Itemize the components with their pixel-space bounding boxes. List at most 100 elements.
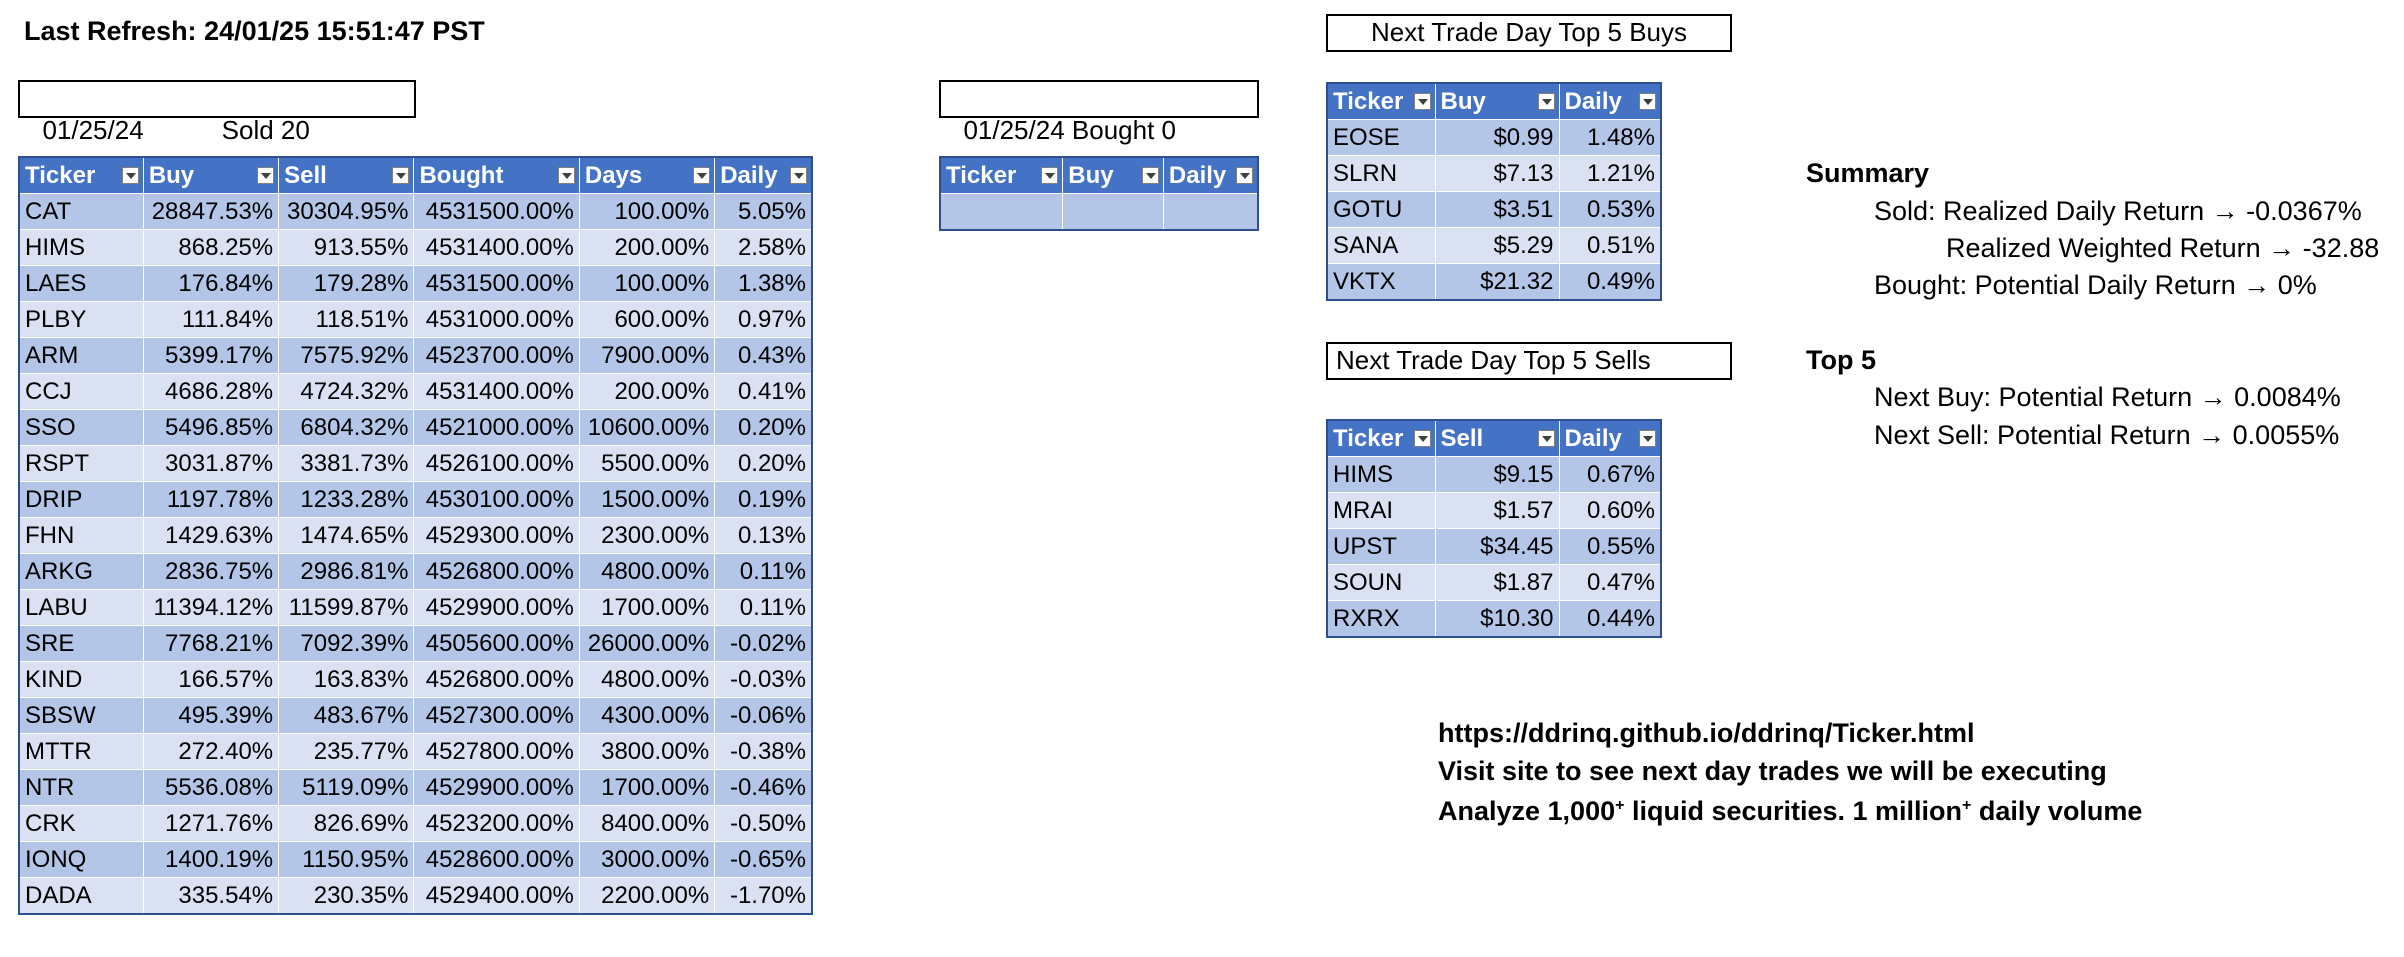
table-cell[interactable]: CRK: [19, 805, 144, 842]
table-cell[interactable]: 2200.00%: [579, 877, 716, 914]
table-cell[interactable]: 200.00%: [579, 229, 716, 266]
table-cell[interactable]: 335.54%: [143, 877, 280, 914]
table-cell[interactable]: 0.49%: [1559, 263, 1662, 300]
table-cell[interactable]: 4523200.00%: [413, 805, 580, 842]
table-cell[interactable]: 0.11%: [714, 553, 813, 590]
table-cell[interactable]: -0.38%: [714, 733, 813, 770]
filter-dropdown-icon[interactable]: [1413, 93, 1431, 110]
table-cell[interactable]: HIMS: [19, 229, 144, 266]
table-cell[interactable]: 0.60%: [1559, 492, 1662, 529]
table-cell[interactable]: KIND: [19, 661, 144, 698]
table-cell[interactable]: -0.06%: [714, 697, 813, 734]
table-cell[interactable]: $7.13: [1435, 155, 1560, 192]
table-cell[interactable]: LAES: [19, 265, 144, 302]
table-cell[interactable]: 0.19%: [714, 481, 813, 518]
table-cell[interactable]: 179.28%: [278, 265, 415, 302]
table-cell[interactable]: 1271.76%: [143, 805, 280, 842]
filter-dropdown-icon[interactable]: [1639, 93, 1656, 110]
table-cell[interactable]: 4529300.00%: [413, 517, 580, 554]
table-cell[interactable]: SANA: [1327, 227, 1436, 264]
filter-dropdown-icon[interactable]: [1413, 430, 1431, 447]
table-cell[interactable]: 200.00%: [579, 373, 716, 410]
table-cell[interactable]: 0.44%: [1559, 600, 1662, 637]
table-cell[interactable]: 230.35%: [278, 877, 415, 914]
table-cell[interactable]: RSPT: [19, 445, 144, 482]
table-cell[interactable]: 3800.00%: [579, 733, 716, 770]
table-cell[interactable]: 8400.00%: [579, 805, 716, 842]
table-cell[interactable]: -0.50%: [714, 805, 813, 842]
table-cell[interactable]: MTTR: [19, 733, 144, 770]
site-url[interactable]: https://ddrinq.github.io/ddrinq/Ticker.h…: [1438, 718, 1975, 748]
table-cell[interactable]: 4300.00%: [579, 697, 716, 734]
table-cell[interactable]: GOTU: [1327, 191, 1436, 228]
table-cell[interactable]: 4526800.00%: [413, 553, 580, 590]
filter-dropdown-icon[interactable]: [257, 167, 275, 184]
table-cell[interactable]: -0.65%: [714, 841, 813, 878]
table-cell[interactable]: 272.40%: [143, 733, 280, 770]
table-cell[interactable]: DRIP: [19, 481, 144, 518]
table-cell[interactable]: 10600.00%: [579, 409, 716, 446]
table-cell[interactable]: 1429.63%: [143, 517, 280, 554]
table-cell[interactable]: 4529900.00%: [413, 589, 580, 626]
table-cell[interactable]: 30304.95%: [278, 193, 415, 230]
table-cell[interactable]: 0.55%: [1559, 528, 1662, 565]
table-cell[interactable]: 111.84%: [143, 301, 280, 338]
table-cell[interactable]: 2.58%: [714, 229, 813, 266]
filter-dropdown-icon[interactable]: [1041, 167, 1059, 184]
table-cell[interactable]: 0.97%: [714, 301, 813, 338]
table-cell[interactable]: 0.11%: [714, 589, 813, 626]
table-cell[interactable]: 0.20%: [714, 445, 813, 482]
table-cell[interactable]: 3381.73%: [278, 445, 415, 482]
filter-dropdown-icon[interactable]: [392, 167, 410, 184]
table-cell[interactable]: 4531500.00%: [413, 265, 580, 302]
table-cell[interactable]: 4724.32%: [278, 373, 415, 410]
table-cell[interactable]: 176.84%: [143, 265, 280, 302]
table-cell[interactable]: 5496.85%: [143, 409, 280, 446]
table-cell[interactable]: 0.43%: [714, 337, 813, 374]
table-cell[interactable]: [1163, 193, 1259, 230]
table-cell[interactable]: 5399.17%: [143, 337, 280, 374]
table-cell[interactable]: 4531500.00%: [413, 193, 580, 230]
table-cell[interactable]: 5500.00%: [579, 445, 716, 482]
table-cell[interactable]: 913.55%: [278, 229, 415, 266]
table-cell[interactable]: MRAI: [1327, 492, 1436, 529]
table-cell[interactable]: 5.05%: [714, 193, 813, 230]
table-cell[interactable]: 0.53%: [1559, 191, 1662, 228]
table-cell[interactable]: 0.67%: [1559, 456, 1662, 493]
filter-dropdown-icon[interactable]: [1639, 430, 1656, 447]
table-cell[interactable]: $5.29: [1435, 227, 1560, 264]
table-cell[interactable]: 4527300.00%: [413, 697, 580, 734]
table-cell[interactable]: -0.02%: [714, 625, 813, 662]
table-cell[interactable]: $10.30: [1435, 600, 1560, 637]
table-cell[interactable]: $1.57: [1435, 492, 1560, 529]
table-cell[interactable]: 235.77%: [278, 733, 415, 770]
filter-dropdown-icon[interactable]: [693, 167, 711, 184]
table-cell[interactable]: 826.69%: [278, 805, 415, 842]
table-cell[interactable]: 2986.81%: [278, 553, 415, 590]
table-cell[interactable]: 11599.87%: [278, 589, 415, 626]
table-cell[interactable]: 1233.28%: [278, 481, 415, 518]
filter-dropdown-icon[interactable]: [1537, 93, 1555, 110]
table-cell[interactable]: 166.57%: [143, 661, 280, 698]
table-cell[interactable]: 1400.19%: [143, 841, 280, 878]
table-cell[interactable]: 495.39%: [143, 697, 280, 734]
filter-dropdown-icon[interactable]: [1537, 430, 1555, 447]
table-cell[interactable]: $1.87: [1435, 564, 1560, 601]
filter-dropdown-icon[interactable]: [121, 167, 139, 184]
table-cell[interactable]: 4528600.00%: [413, 841, 580, 878]
table-cell[interactable]: 100.00%: [579, 193, 716, 230]
table-cell[interactable]: 0.51%: [1559, 227, 1662, 264]
table-cell[interactable]: VKTX: [1327, 263, 1436, 300]
table-cell[interactable]: 118.51%: [278, 301, 415, 338]
filter-dropdown-icon[interactable]: [1141, 167, 1159, 184]
table-cell[interactable]: 1700.00%: [579, 769, 716, 806]
table-cell[interactable]: 163.83%: [278, 661, 415, 698]
table-cell[interactable]: 4531400.00%: [413, 229, 580, 266]
table-cell[interactable]: 0.13%: [714, 517, 813, 554]
table-cell[interactable]: 1150.95%: [278, 841, 415, 878]
table-cell[interactable]: $0.99: [1435, 119, 1560, 156]
table-cell[interactable]: 4521000.00%: [413, 409, 580, 446]
table-cell[interactable]: [1062, 193, 1164, 230]
table-cell[interactable]: 1.38%: [714, 265, 813, 302]
table-cell[interactable]: $21.32: [1435, 263, 1560, 300]
